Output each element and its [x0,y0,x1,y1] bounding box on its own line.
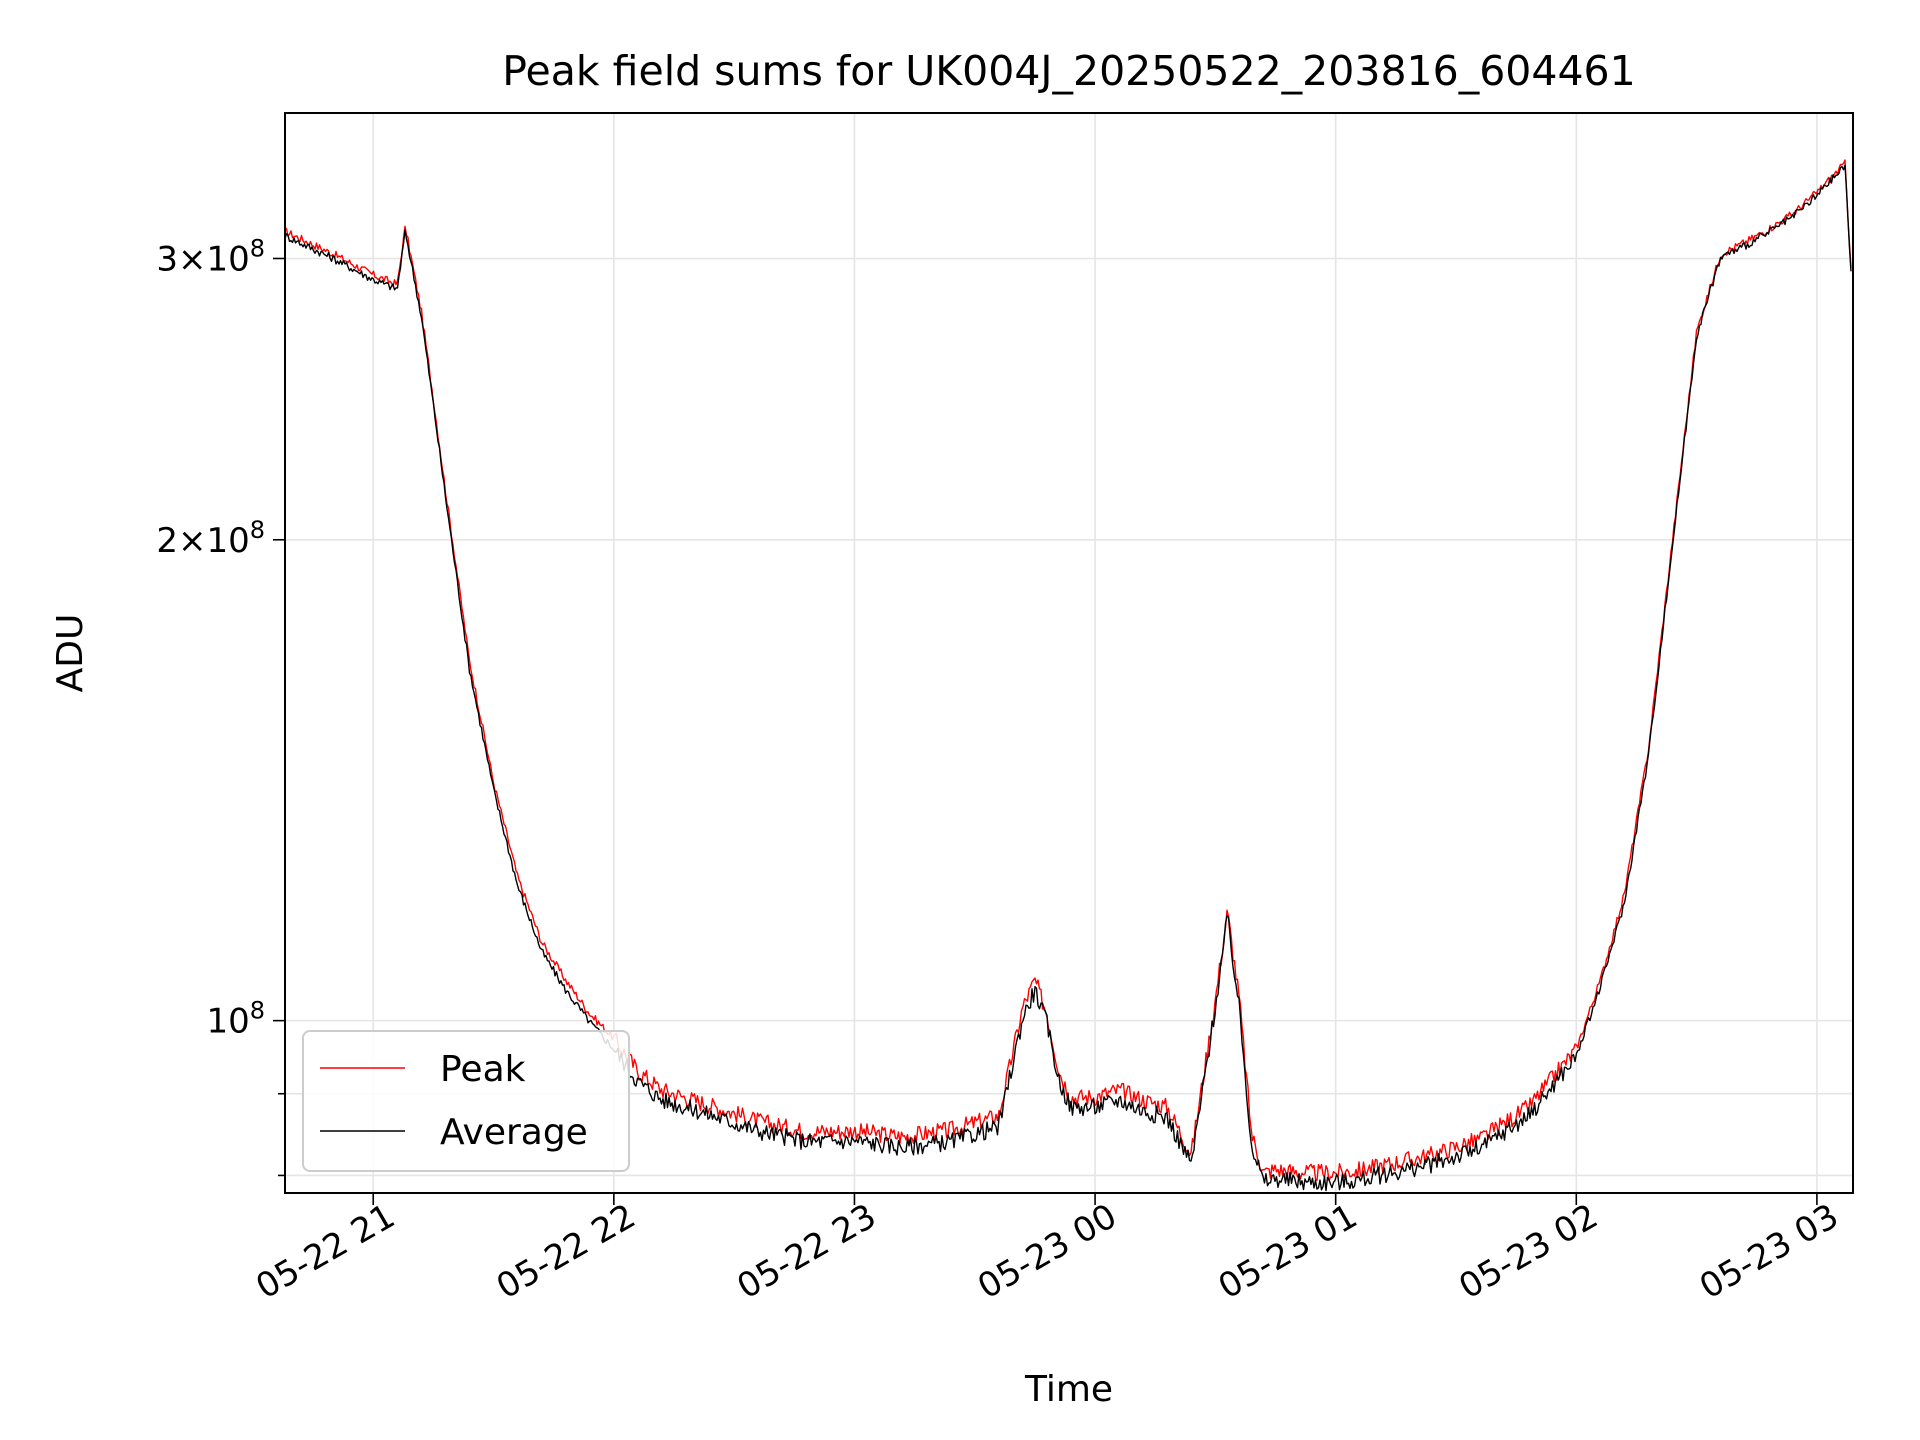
legend-box [302,1030,630,1172]
y-tick-exponent: 8 [250,997,265,1025]
legend-label-average: Average [440,1112,588,1153]
axes-frame [284,112,1854,1194]
x-gridlines [372,113,1818,1193]
y-tick-mantissa: 2 [156,521,178,561]
legend: Peak Average [302,1030,630,1172]
y-tick-base: 10 [206,1002,249,1042]
y-tick-label: 3×108 [156,234,265,279]
series-layer [284,159,1852,1192]
y-tick-times: × [178,239,207,279]
y-tick-label: 108 [206,997,265,1042]
y-axis-label: ADU [50,614,91,693]
y-tick-label: 2×108 [156,516,265,561]
legend-label-peak: Peak [440,1049,526,1090]
y-tick-mantissa: 3 [156,239,178,279]
series-line-average [284,164,1852,1192]
x-axis-label: Time [1024,1369,1113,1410]
y-tick-base: 10 [206,239,249,279]
chart-title: Peak field sums for UK004J_20250522_2038… [502,47,1635,95]
y-tick-base: 10 [206,521,249,561]
y-tick-exponent: 8 [250,234,265,262]
y-gridlines [285,257,1853,1177]
y-tick-exponent: 8 [250,516,265,544]
y-tick-times: × [178,521,207,561]
